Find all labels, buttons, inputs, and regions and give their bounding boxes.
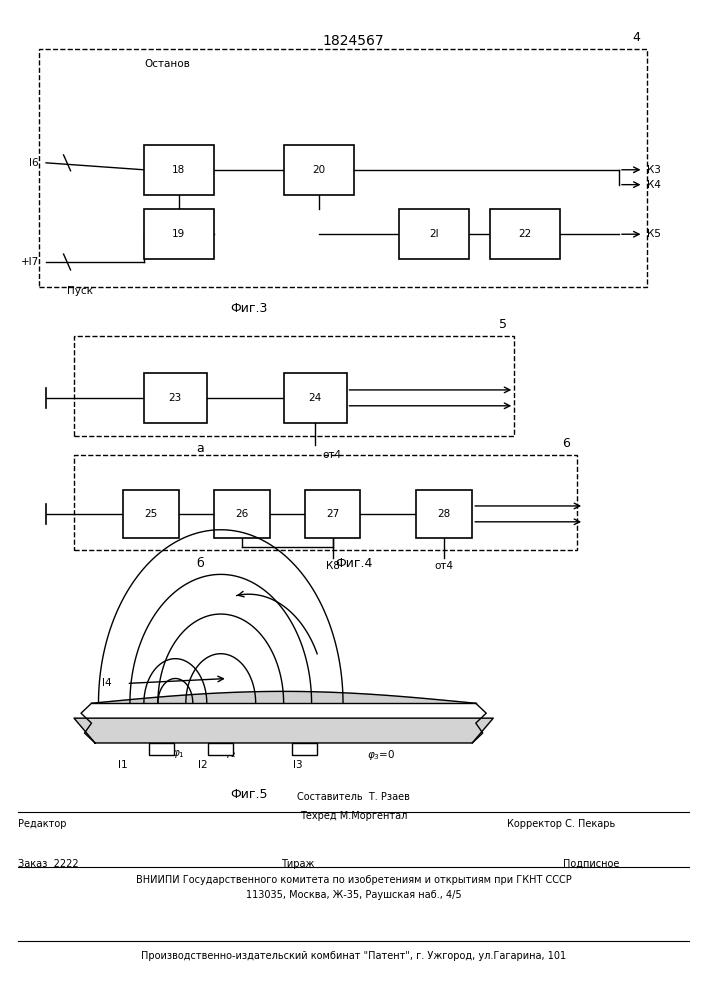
Text: I4: I4 [102, 678, 112, 688]
Text: а: а [196, 442, 204, 455]
Text: I1: I1 [118, 760, 128, 770]
Text: Останов: Останов [144, 59, 189, 69]
Text: 25: 25 [144, 509, 158, 519]
Text: К3: К3 [647, 165, 661, 175]
Text: 6: 6 [562, 437, 570, 450]
Text: 22: 22 [518, 229, 531, 239]
Text: б: б [196, 557, 204, 570]
Text: 23: 23 [169, 393, 182, 403]
Text: 113035, Москва, Ж-35, Раушская наб., 4/5: 113035, Москва, Ж-35, Раушская наб., 4/5 [246, 890, 461, 900]
Text: Составитель  Т. Рзаев: Составитель Т. Рзаев [297, 792, 410, 802]
FancyBboxPatch shape [490, 209, 560, 259]
FancyBboxPatch shape [144, 209, 214, 259]
FancyBboxPatch shape [284, 145, 354, 195]
Text: Редактор: Редактор [18, 819, 66, 829]
Text: 27: 27 [326, 509, 339, 519]
Text: Заказ  2222: Заказ 2222 [18, 859, 78, 869]
FancyBboxPatch shape [214, 490, 269, 538]
Text: $\varphi_2$: $\varphi_2$ [224, 748, 237, 760]
Polygon shape [74, 718, 493, 743]
Bar [208, 743, 233, 755]
Text: Пуск: Пуск [67, 286, 93, 296]
Text: 4: 4 [632, 31, 640, 44]
FancyBboxPatch shape [144, 373, 206, 423]
Polygon shape [91, 691, 476, 703]
FancyBboxPatch shape [144, 145, 214, 195]
Text: 26: 26 [235, 509, 248, 519]
Text: Фиг.4: Фиг.4 [335, 557, 372, 570]
Text: 28: 28 [438, 509, 451, 519]
FancyBboxPatch shape [399, 209, 469, 259]
Text: I3: I3 [293, 760, 303, 770]
Text: 18: 18 [173, 165, 185, 175]
Bar [148, 743, 174, 755]
Text: Тираж: Тираж [281, 859, 315, 869]
Text: 1824567: 1824567 [322, 34, 385, 48]
Text: Подписное: Подписное [563, 859, 619, 869]
Text: I6: I6 [30, 158, 39, 168]
Text: 20: 20 [312, 165, 325, 175]
Text: от4: от4 [322, 450, 341, 460]
Text: от4: от4 [435, 561, 454, 571]
Text: $\varphi_1$: $\varphi_1$ [172, 748, 185, 760]
Text: 19: 19 [173, 229, 185, 239]
Text: 5: 5 [499, 318, 507, 331]
Text: +I7: +I7 [21, 257, 39, 267]
Text: Фиг.3: Фиг.3 [230, 302, 267, 315]
Text: 24: 24 [308, 393, 322, 403]
Text: Техред М.Моргентал: Техред М.Моргентал [300, 811, 407, 821]
Text: ВНИИПИ Государственного комитета по изобретениям и открытиям при ГКНТ СССР: ВНИИПИ Государственного комитета по изоб… [136, 875, 571, 885]
Text: К5: К5 [647, 229, 661, 239]
Text: Производственно-издательский комбинат "Патент", г. Ужгород, ул.Гагарина, 101: Производственно-издательский комбинат "П… [141, 951, 566, 961]
Text: К4: К4 [647, 180, 661, 190]
FancyBboxPatch shape [123, 490, 179, 538]
FancyBboxPatch shape [284, 373, 346, 423]
Bar [292, 743, 317, 755]
FancyBboxPatch shape [305, 490, 361, 538]
FancyBboxPatch shape [416, 490, 472, 538]
Text: Корректор С. Пекарь: Корректор С. Пекарь [507, 819, 616, 829]
Text: Фиг.5: Фиг.5 [230, 788, 267, 801]
Text: 2I: 2I [429, 229, 438, 239]
Text: I2: I2 [199, 760, 208, 770]
Text: $\varphi_3$=0: $\varphi_3$=0 [368, 748, 396, 762]
Text: К8: К8 [326, 561, 339, 571]
